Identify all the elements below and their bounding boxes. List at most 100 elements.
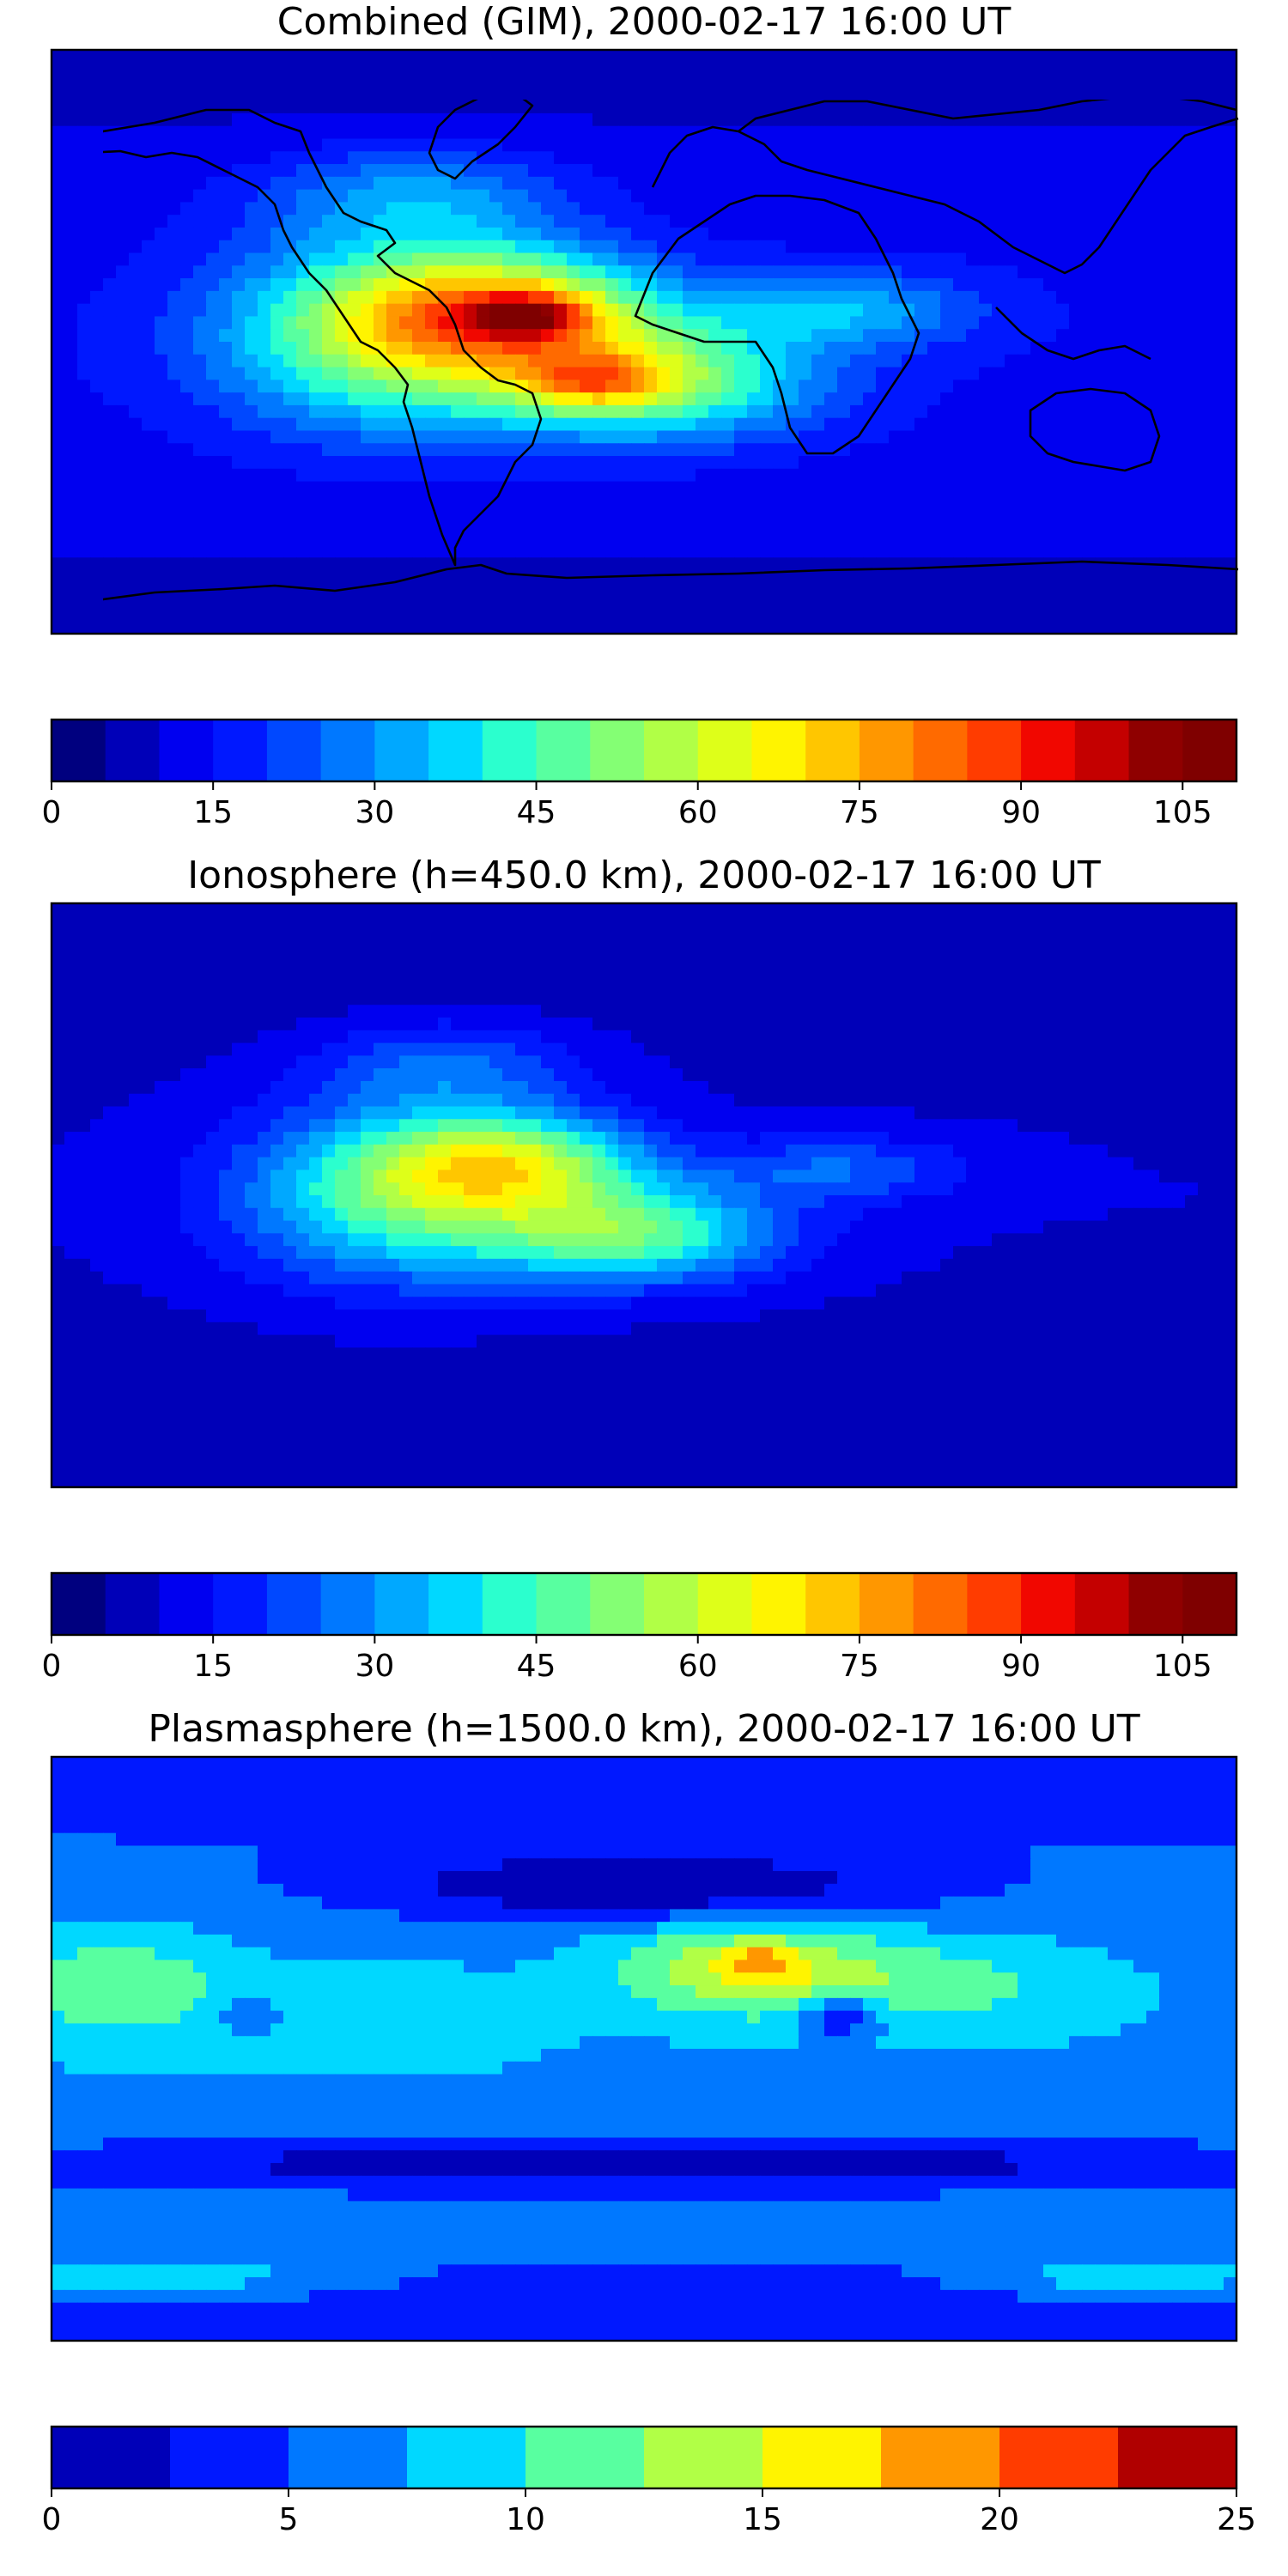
heatmap-cell [283, 290, 297, 305]
heatmap-cell [477, 252, 490, 266]
heatmap-cell [348, 316, 361, 330]
heatmap-cell [1095, 595, 1109, 610]
heatmap-cell [1056, 290, 1070, 305]
heatmap-cell [464, 481, 477, 495]
heatmap-cell [477, 164, 490, 178]
heatmap-cell [1056, 50, 1070, 64]
heatmap-cell [837, 595, 851, 610]
heatmap-cell [863, 202, 877, 216]
heatmap-cell [283, 202, 297, 216]
heatmap-cell [451, 979, 465, 993]
heatmap-cell [322, 215, 336, 228]
heatmap-cell [361, 265, 374, 279]
heatmap-cell [90, 316, 104, 330]
heatmap-cell [1095, 494, 1109, 507]
heatmap-cell [580, 367, 593, 380]
heatmap-cell [953, 621, 967, 634]
heatmap-cell [129, 608, 143, 622]
heatmap-cell [206, 88, 220, 101]
heatmap-cell [361, 417, 374, 432]
heatmap-cell [1211, 88, 1224, 101]
heatmap-cell [167, 329, 181, 343]
heatmap-cell [412, 532, 426, 546]
heatmap-cell [747, 992, 761, 1005]
heatmap-cell [541, 966, 555, 981]
heatmap-cell [747, 430, 761, 444]
heatmap-cell [1146, 227, 1160, 241]
heatmap-cell [683, 303, 696, 318]
heatmap-cell [696, 557, 709, 571]
heatmap-cell [515, 202, 529, 216]
heatmap-cell [824, 392, 838, 406]
heatmap-cell [103, 164, 117, 178]
heatmap-cell [824, 240, 838, 254]
heatmap-cell [657, 75, 671, 88]
heatmap-cell [1121, 215, 1134, 228]
heatmap-cell [167, 227, 181, 241]
heatmap-cell [322, 290, 336, 305]
heatmap-cell [438, 189, 452, 203]
heatmap-cell [837, 100, 851, 114]
heatmap-cell [438, 138, 452, 152]
heatmap-cell [425, 88, 439, 101]
heatmap-cell [425, 404, 439, 419]
heatmap-cell [1005, 329, 1018, 343]
heatmap-cell [1005, 265, 1018, 279]
heatmap-cell [232, 544, 246, 558]
heatmap-cell [1095, 519, 1109, 533]
heatmap-cell [180, 966, 194, 981]
heatmap-cell [464, 915, 477, 930]
heatmap-cell [374, 303, 387, 318]
heatmap-cell [451, 252, 465, 266]
heatmap-cell [863, 608, 877, 622]
heatmap-cell [966, 316, 980, 330]
heatmap-cell [129, 532, 143, 546]
heatmap-cell [1133, 62, 1147, 76]
heatmap-cell [412, 915, 426, 930]
heatmap-cell [811, 265, 825, 279]
heatmap-cell [1082, 176, 1096, 191]
heatmap-cell [489, 928, 503, 942]
heatmap-cell [721, 265, 735, 279]
heatmap-cell [180, 75, 194, 88]
heatmap-cell [1018, 265, 1031, 279]
heatmap-cell [721, 532, 735, 546]
heatmap-cell [786, 138, 799, 152]
heatmap-cell [1043, 88, 1057, 101]
heatmap-cell [464, 992, 477, 1005]
heatmap-cell [374, 557, 387, 571]
heatmap-cell [631, 954, 645, 968]
heatmap-cell [232, 456, 246, 470]
heatmap-cell [322, 342, 336, 355]
heatmap-cell [219, 176, 233, 191]
heatmap-cell [927, 380, 941, 393]
heatmap-cell [734, 88, 748, 101]
heatmap-cell [206, 151, 220, 165]
heatmap-cell [451, 468, 465, 483]
heatmap-cell [850, 252, 864, 266]
heatmap-cell [696, 595, 709, 610]
heatmap-cell [167, 215, 181, 228]
heatmap-cell [1043, 966, 1057, 981]
heatmap-cell [696, 941, 709, 955]
heatmap-cell [605, 316, 619, 330]
heatmap-cell [683, 240, 696, 254]
heatmap-cell [1198, 966, 1212, 981]
heatmap-cell [1030, 290, 1044, 305]
heatmap-cell [245, 316, 258, 330]
heatmap-cell [52, 507, 65, 520]
heatmap-cell [1108, 176, 1121, 191]
heatmap-cell [1056, 215, 1070, 228]
heatmap-cell [824, 88, 838, 101]
heatmap-cell [438, 151, 452, 165]
heatmap-cell [979, 265, 993, 279]
heatmap-cell [64, 329, 78, 343]
heatmap-cell [1069, 557, 1083, 571]
heatmap-cell [1005, 303, 1018, 318]
heatmap-cell [773, 240, 787, 254]
heatmap-cell [1224, 966, 1236, 981]
colorbar-bin [1021, 720, 1076, 781]
heatmap-cell [554, 915, 568, 930]
heatmap-cell [489, 979, 503, 993]
heatmap-cell [322, 979, 336, 993]
